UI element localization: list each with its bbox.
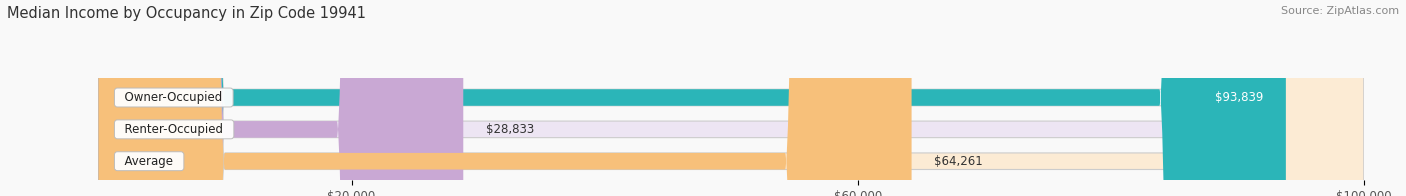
Text: Renter-Occupied: Renter-Occupied <box>118 123 231 136</box>
Text: $64,261: $64,261 <box>935 155 983 168</box>
FancyBboxPatch shape <box>98 0 1364 196</box>
Text: Average: Average <box>118 155 181 168</box>
Text: Owner-Occupied: Owner-Occupied <box>118 91 231 104</box>
Text: Median Income by Occupancy in Zip Code 19941: Median Income by Occupancy in Zip Code 1… <box>7 6 366 21</box>
FancyBboxPatch shape <box>98 0 911 196</box>
Text: $28,833: $28,833 <box>486 123 534 136</box>
Text: $93,839: $93,839 <box>1215 91 1263 104</box>
FancyBboxPatch shape <box>98 0 463 196</box>
FancyBboxPatch shape <box>98 0 1364 196</box>
Text: Source: ZipAtlas.com: Source: ZipAtlas.com <box>1281 6 1399 16</box>
FancyBboxPatch shape <box>98 0 1286 196</box>
FancyBboxPatch shape <box>98 0 1364 196</box>
